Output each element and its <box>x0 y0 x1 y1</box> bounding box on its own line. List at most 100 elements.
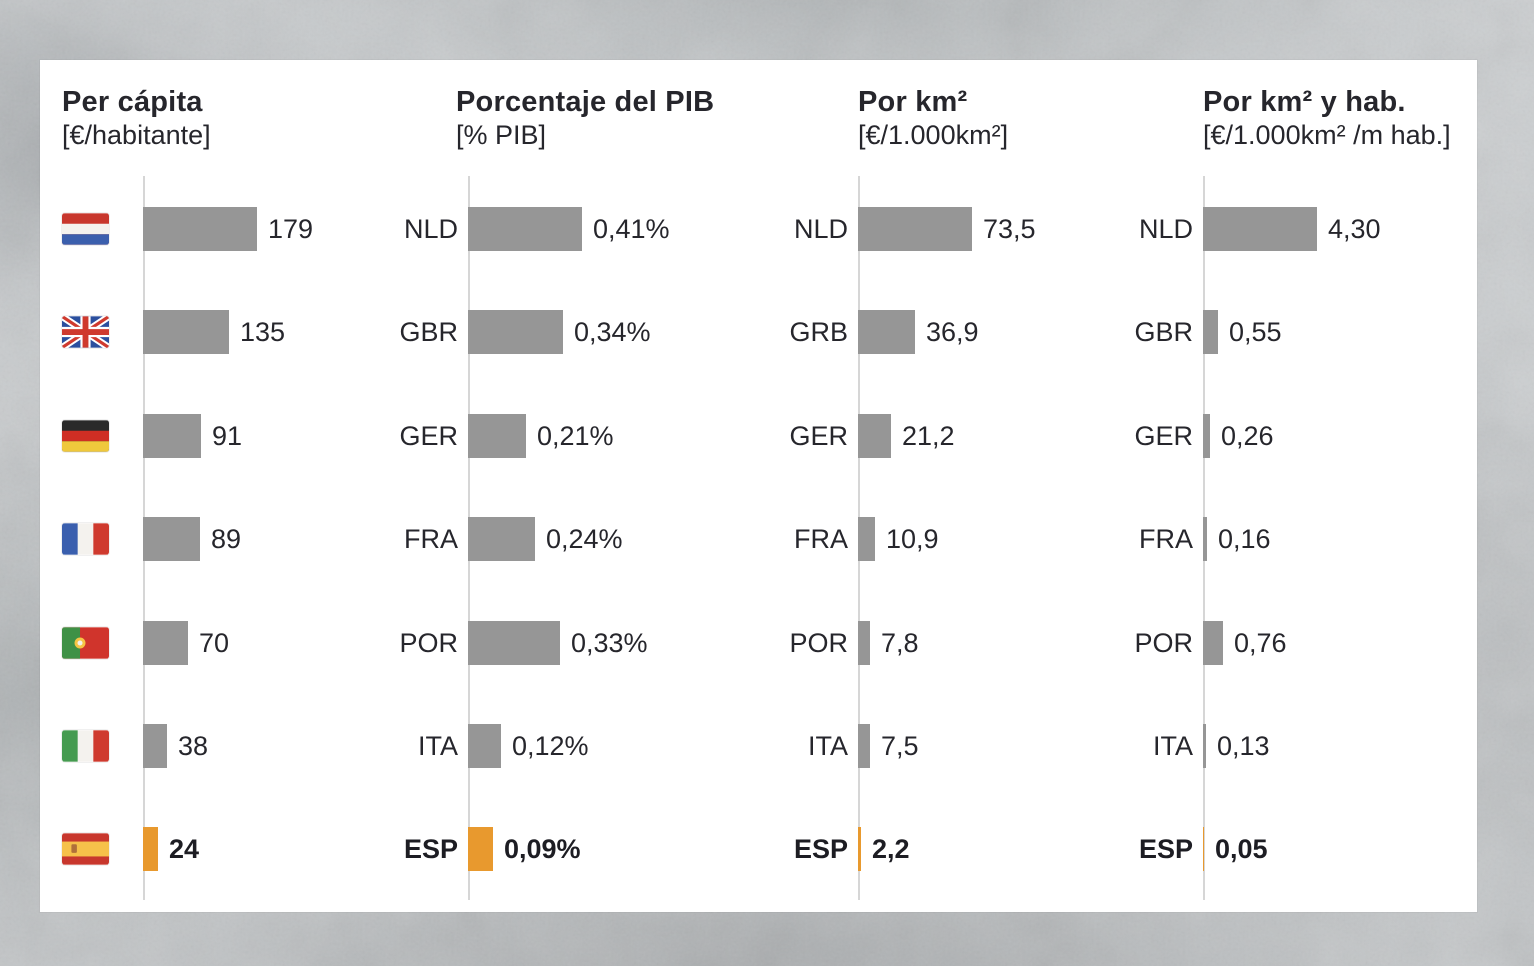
bar-label-ita: ITA <box>418 731 458 761</box>
bar-value-por: 0,76 <box>1234 628 1287 658</box>
chart-title: Per cápita <box>62 86 203 118</box>
flag-por-icon <box>62 627 109 659</box>
bar-ger <box>1203 414 1210 458</box>
bar-value-nld: 4,30 <box>1328 214 1381 244</box>
bar-label-por: POR <box>399 628 458 658</box>
bar-value-ger: 21,2 <box>902 421 955 451</box>
bar-value-nld: 0,41% <box>593 214 670 244</box>
bar-label-gbr: GBR <box>1134 317 1193 347</box>
bar-label-esp: ESP <box>1138 834 1193 864</box>
bar-esp <box>858 827 861 871</box>
bar-label-fra: FRA <box>1139 524 1193 554</box>
bar-gbr <box>143 310 229 354</box>
bar-value-ger: 0,21% <box>537 421 614 451</box>
bar-label-fra: FRA <box>794 524 848 554</box>
bar-label-por: POR <box>789 628 848 658</box>
chart-por-km2: Por km² [€/1.000km²] NLD 73,5 GRB 36,9 GER 21… <box>40 60 1477 912</box>
bar-ita <box>468 724 501 768</box>
bar-value-ita: 38 <box>178 731 209 761</box>
bar-label-ita: ITA <box>1153 731 1193 761</box>
chart-unit-label: [€/1.000km²] <box>858 120 1009 150</box>
bar-fra <box>1203 517 1207 561</box>
bar-label-ita: ITA <box>808 731 848 761</box>
bar-value-ita: 0,12% <box>512 731 589 761</box>
flag-nld-icon <box>62 213 109 245</box>
chart-header: Por km² y hab. [€/1.000km² /m hab.] <box>1203 85 1451 152</box>
bar-label-gbr: GBR <box>399 317 458 347</box>
chart-panel: Per cápita [€/habitante] 179 135 91 89 70 38 2… <box>40 60 1477 912</box>
chart-header: Por km² [€/1.000km²] <box>858 85 1008 152</box>
bar-value-fra: 89 <box>211 524 242 554</box>
bar-value-fra: 0,16 <box>1218 524 1271 554</box>
bar-value-esp: 0,09% <box>504 834 581 864</box>
bar-value-esp: 24 <box>169 834 200 864</box>
bar-label-nld: NLD <box>403 214 458 244</box>
bar-value-esp: 0,05 <box>1215 834 1268 864</box>
bar-label-por: POR <box>1134 628 1193 658</box>
bar-nld <box>1203 207 1317 251</box>
bar-por <box>858 621 870 665</box>
bar-value-fra: 10,9 <box>886 524 939 554</box>
bar-value-grb: 36,9 <box>926 317 979 347</box>
bar-value-por: 7,8 <box>881 628 919 658</box>
bar-value-nld: 73,5 <box>983 214 1036 244</box>
chart-unit-label: [€/1.000km² /m hab.] <box>1203 120 1451 150</box>
bar-value-esp: 2,2 <box>872 834 910 864</box>
bar-label-nld: NLD <box>793 214 848 244</box>
bar-value-gbr: 0,34% <box>574 317 651 347</box>
bar-ger <box>468 414 526 458</box>
chart-header: Per cápita [€/habitante] <box>62 85 211 152</box>
chart-title: Por km² <box>858 86 968 118</box>
chart-per-capita: Per cápita [€/habitante] 179 135 91 89 70 38 2… <box>40 60 1477 912</box>
bar-por <box>143 621 188 665</box>
bar-gbr <box>1203 310 1218 354</box>
bar-value-gbr: 0,55 <box>1229 317 1282 347</box>
bar-value-ita: 0,13 <box>1217 731 1270 761</box>
bar-nld <box>858 207 972 251</box>
bar-value-ger: 91 <box>212 421 243 451</box>
bar-esp <box>468 827 493 871</box>
bar-fra <box>858 517 875 561</box>
bar-label-ger: GER <box>399 421 458 451</box>
chart-unit-label: [% PIB] <box>456 120 547 150</box>
bar-ger <box>858 414 891 458</box>
bar-grb <box>858 310 915 354</box>
chart-title: Porcentaje del PIB <box>456 86 715 118</box>
bar-ita <box>1203 724 1206 768</box>
bar-value-ger: 0,26 <box>1221 421 1274 451</box>
flag-gbr-icon <box>62 316 109 348</box>
bar-esp <box>143 827 158 871</box>
bar-value-por: 0,33% <box>571 628 648 658</box>
bar-nld <box>468 207 582 251</box>
chart-header: Porcentaje del PIB [% PIB] <box>456 85 714 152</box>
chart-porcentaje-pib: Porcentaje del PIB [% PIB] NLD 0,41% GBR 0,… <box>40 60 1477 912</box>
bar-label-ger: GER <box>1134 421 1193 451</box>
bar-label-esp: ESP <box>403 834 458 864</box>
bar-label-grb: GRB <box>789 317 848 347</box>
bar-fra <box>143 517 200 561</box>
bar-esp <box>1203 827 1204 871</box>
bar-value-por: 70 <box>199 628 230 658</box>
flag-esp-icon <box>62 833 109 865</box>
bar-por <box>1203 621 1223 665</box>
bar-ita <box>143 724 167 768</box>
bar-value-nld: 179 <box>268 214 314 244</box>
bar-ita <box>858 724 870 768</box>
flag-ita-icon <box>62 730 109 762</box>
bar-label-ger: GER <box>789 421 848 451</box>
chart-unit-label: [€/habitante] <box>62 120 211 150</box>
bar-fra <box>468 517 535 561</box>
bar-label-esp: ESP <box>793 834 848 864</box>
bar-value-gbr: 135 <box>240 317 286 347</box>
flag-ger-icon <box>62 420 109 452</box>
bar-value-ita: 7,5 <box>881 731 919 761</box>
bar-por <box>468 621 560 665</box>
chart-title: Por km² y hab. <box>1203 86 1406 118</box>
flag-fra-icon <box>62 523 109 555</box>
bar-label-fra: FRA <box>404 524 458 554</box>
bar-ger <box>143 414 201 458</box>
bar-gbr <box>468 310 563 354</box>
bar-label-nld: NLD <box>1138 214 1193 244</box>
chart-por-km2-hab: Por km² y hab. [€/1.000km² /m hab.] NLD 4… <box>40 60 1477 912</box>
